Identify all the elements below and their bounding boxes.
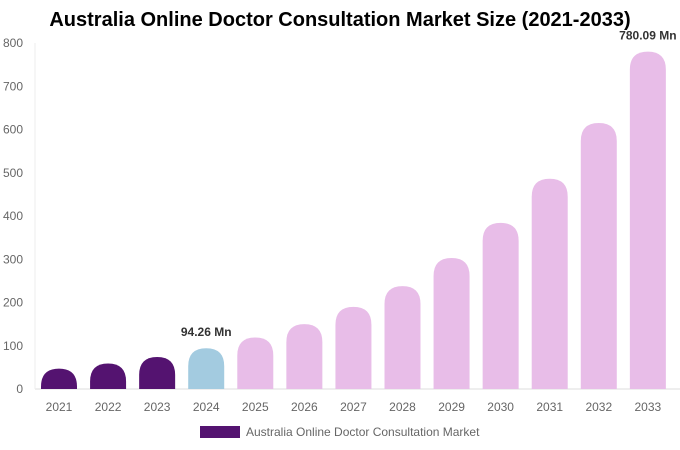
x-tick-label: 2029 (438, 400, 465, 414)
bar-2025 (237, 337, 274, 389)
data-label: 94.26 Mn (181, 325, 232, 339)
bar-2026 (286, 324, 323, 389)
bar-2023 (139, 356, 176, 389)
x-tick-label: 2021 (46, 400, 73, 414)
chart-title: Australia Online Doctor Consultation Mar… (49, 9, 631, 31)
bar-2030 (482, 222, 519, 389)
x-tick-label: 2032 (585, 400, 612, 414)
legend: Australia Online Doctor Consultation Mar… (200, 425, 479, 439)
bar-2029 (433, 257, 470, 389)
y-tick-label: 0 (16, 382, 23, 396)
x-tick-label: 2024 (193, 400, 220, 414)
data-label: 780.09 Mn (619, 29, 676, 43)
bar-2032 (580, 123, 617, 389)
bar-2033 (629, 51, 666, 389)
y-tick-label: 400 (3, 209, 23, 223)
y-tick-label: 500 (3, 166, 23, 180)
bar-2027 (335, 306, 372, 389)
y-tick-label: 700 (3, 79, 23, 93)
x-tick-label: 2033 (635, 400, 662, 414)
y-tick-label: 100 (3, 339, 23, 353)
y-tick-label: 200 (3, 296, 23, 310)
x-tick-label: 2022 (95, 400, 122, 414)
bar-2022 (90, 363, 127, 389)
bar-2021 (41, 368, 77, 389)
bar-2024 (188, 348, 225, 389)
y-tick-label: 600 (3, 123, 23, 137)
bar-2031 (531, 178, 568, 389)
x-tick-label: 2030 (487, 400, 514, 414)
bar-2028 (384, 286, 421, 389)
y-tick-label: 300 (3, 252, 23, 266)
x-tick-label: 2025 (242, 400, 269, 414)
x-tick-label: 2023 (144, 400, 171, 414)
x-tick-label: 2028 (389, 400, 416, 414)
y-tick-label: 800 (3, 36, 23, 50)
legend-label: Australia Online Doctor Consultation Mar… (246, 425, 480, 439)
x-tick-label: 2031 (536, 400, 563, 414)
x-tick-label: 2027 (340, 400, 367, 414)
x-tick-label: 2026 (291, 400, 318, 414)
legend-swatch (200, 426, 240, 438)
